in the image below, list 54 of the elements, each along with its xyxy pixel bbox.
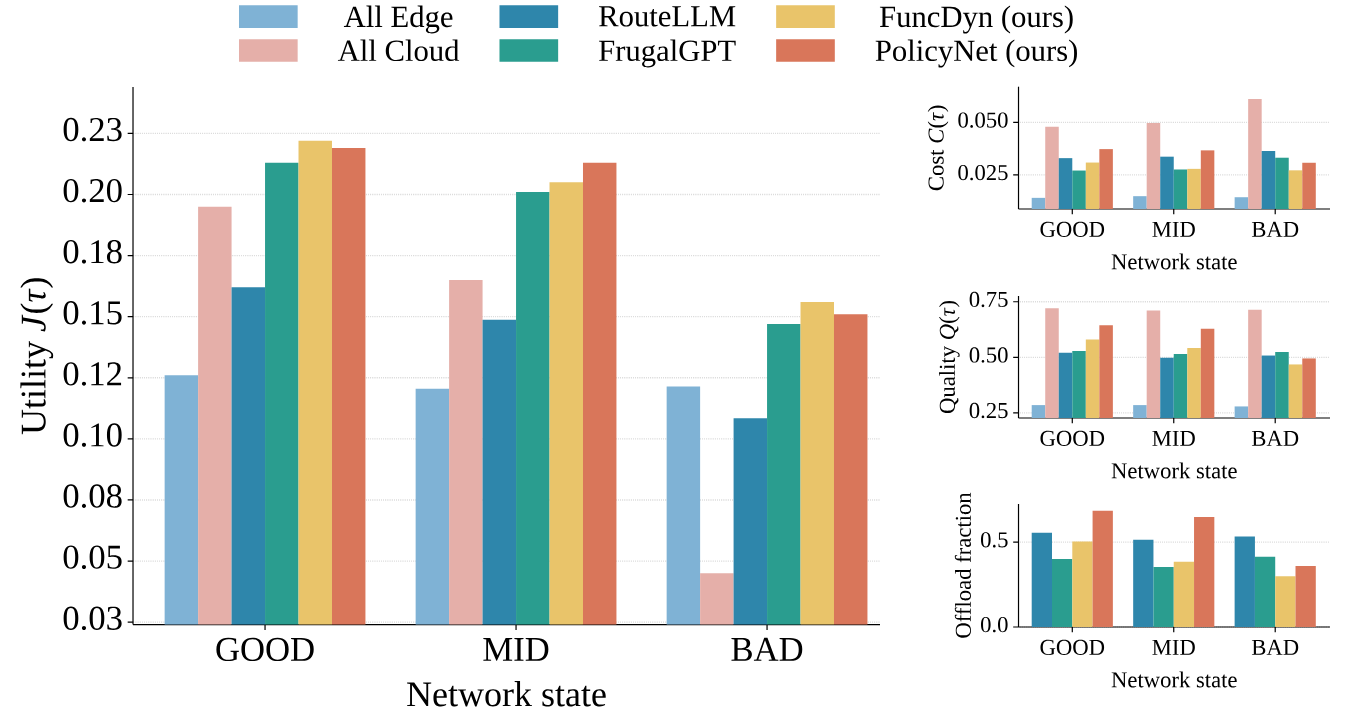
x-axis-title: Network state — [1111, 253, 1237, 270]
y-tick-label: 0.050 — [958, 112, 1008, 128]
bar — [1133, 539, 1154, 627]
y-tick-label: 0.23 — [63, 117, 122, 142]
bar — [1052, 559, 1073, 627]
y-tick-label: 0.03 — [63, 606, 122, 631]
y-tick-label: 0.12 — [63, 362, 122, 386]
x-tick-label: GOOD — [216, 637, 314, 662]
x-axis-title: Network state — [1111, 671, 1237, 688]
bar — [1153, 567, 1174, 627]
y-tick-label: 0.18 — [63, 240, 122, 264]
x-tick-label: BAD — [1251, 221, 1299, 237]
y-tick-label: 0.05 — [63, 545, 122, 569]
y-tick-label: 0.15 — [63, 301, 122, 325]
bar — [1194, 516, 1215, 627]
y-tick-label: 0.025 — [958, 164, 1008, 181]
bar — [1254, 556, 1276, 627]
y-axis-title: Cost C(τ) — [927, 105, 949, 191]
x-tick-label: GOOD — [1040, 430, 1105, 446]
bar — [1295, 566, 1316, 627]
x-tick-label: BAD — [1251, 430, 1299, 446]
x-tick-label: GOOD — [1040, 639, 1105, 655]
bar — [1072, 541, 1093, 627]
legend-label: RouteLLM — [599, 6, 736, 27]
legend-label: All Cloud — [337, 39, 460, 62]
bar — [1234, 536, 1255, 627]
x-tick-label: MID — [483, 638, 549, 661]
y-tick-label: 0.0 — [980, 616, 1008, 633]
legend-label: FuncDyn (ours) — [879, 5, 1073, 34]
x-tick-label: BAD — [731, 637, 803, 661]
y-tick-label: 0.75 — [969, 291, 1008, 308]
x-tick-label: GOOD — [1040, 221, 1105, 237]
y-axis-title: Quality Q(τ) — [939, 301, 960, 414]
y-tick-label: 0.5 — [980, 532, 1008, 548]
bar — [1173, 561, 1195, 627]
x-tick-label: BAD — [1251, 639, 1299, 655]
x-axis-title: Network state — [1111, 462, 1237, 479]
y-tick-label: 0.50 — [969, 347, 1008, 363]
x-tick-label: MID — [1152, 639, 1195, 655]
bar — [1092, 510, 1113, 627]
legend-label: FrugalGPT — [599, 39, 736, 68]
y-axis-title: Utility J(τ) — [20, 278, 54, 435]
legend-label: PolicyNet (ours) — [875, 39, 1077, 68]
bar — [1031, 532, 1052, 627]
x-axis-title: Network state — [407, 681, 606, 707]
y-tick-label: 0.25 — [969, 402, 1008, 419]
x-tick-label: MID — [1152, 221, 1195, 237]
y-tick-label: 0.08 — [63, 484, 122, 508]
y-tick-label: 0.20 — [63, 178, 122, 203]
y-axis-title: Offload fraction — [954, 492, 971, 638]
x-tick-label: MID — [1152, 430, 1195, 446]
legend-label: All Edge — [343, 5, 453, 34]
y-tick-label: 0.10 — [63, 423, 122, 447]
bar — [1275, 576, 1296, 627]
